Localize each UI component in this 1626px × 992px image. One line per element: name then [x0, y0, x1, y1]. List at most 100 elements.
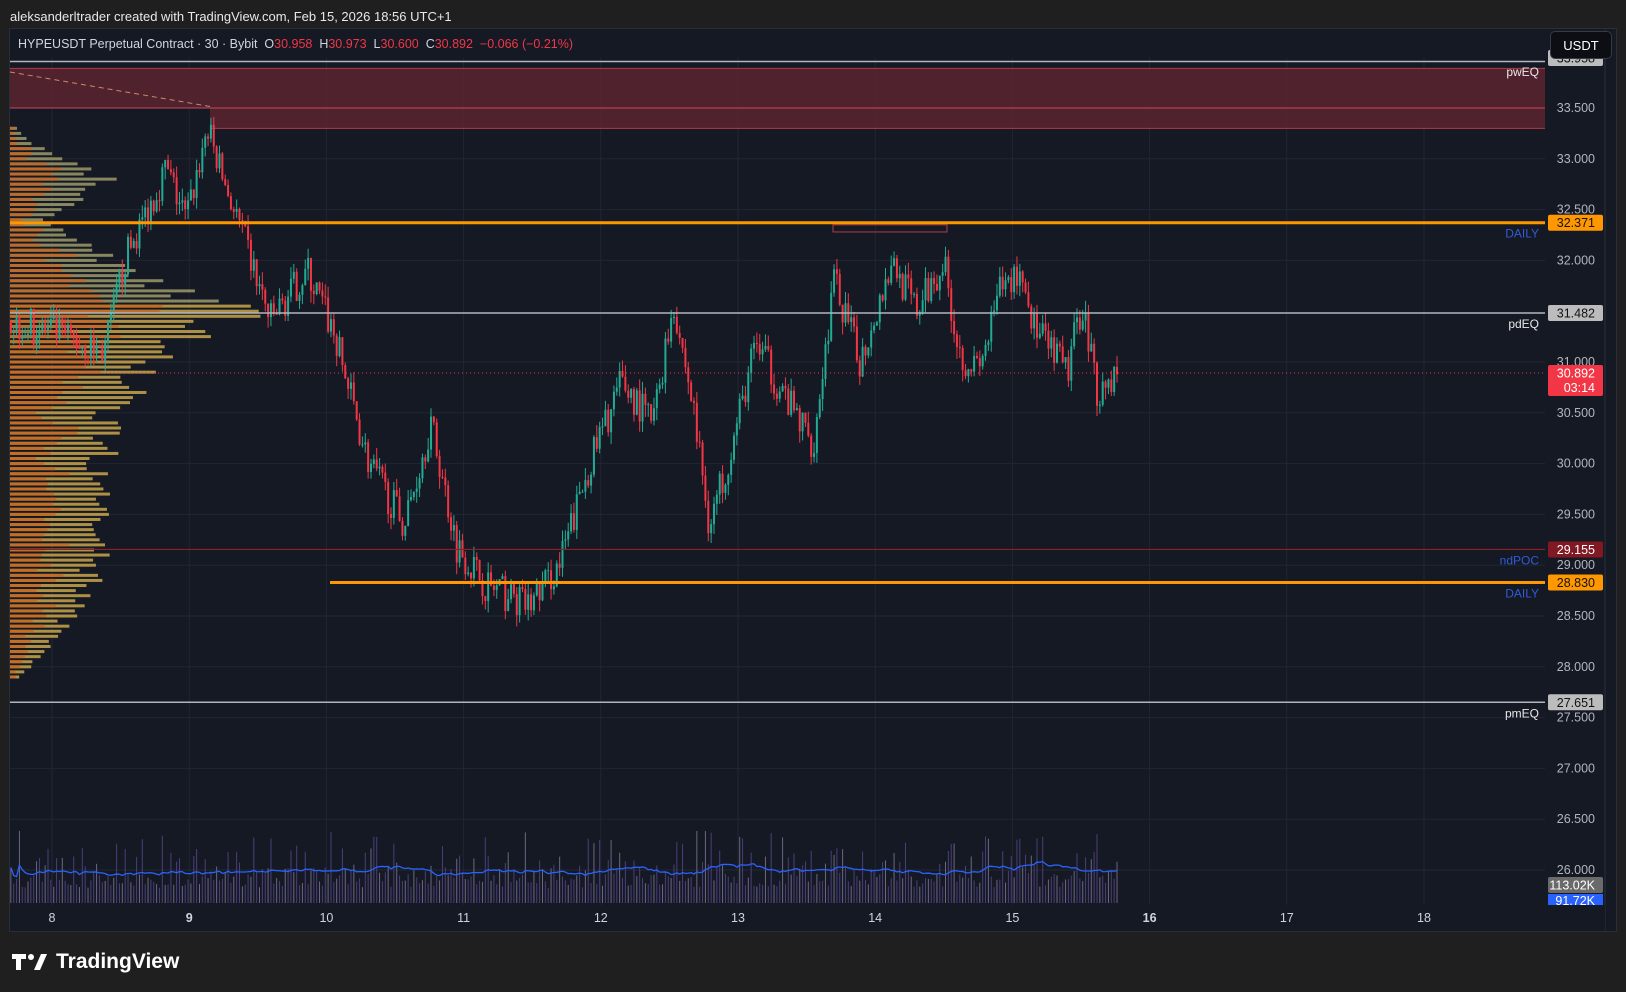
price-tick: 33.500: [1557, 101, 1595, 115]
candle: [955, 334, 958, 348]
candle: [915, 293, 918, 316]
candle: [887, 279, 890, 283]
price-tag-pdeq-text: 31.482: [1557, 307, 1595, 321]
volume-tag: [1548, 877, 1603, 893]
candle: [544, 570, 547, 582]
volume-profile-row-inner: [10, 238, 34, 242]
price-tick: 28.000: [1557, 660, 1595, 674]
candle: [135, 241, 138, 249]
candle: [913, 293, 916, 295]
candle: [938, 275, 941, 291]
price-tick: 26.000: [1557, 863, 1595, 877]
volume-profile-row: [10, 157, 63, 161]
volume-profile-row-inner: [10, 528, 48, 532]
volume-profile-row-inner: [10, 594, 44, 598]
candle: [267, 303, 270, 318]
candle: [570, 513, 573, 532]
price-tick: 27.000: [1557, 761, 1595, 775]
volume-profile-row: [10, 451, 119, 455]
volume-profile-row-inner: [10, 172, 53, 176]
candle: [329, 319, 332, 332]
volume-profile-row-inner: [10, 512, 56, 516]
candle: [421, 457, 424, 479]
candle: [664, 338, 667, 383]
candle: [721, 473, 724, 493]
low-value: 30.600: [380, 37, 419, 51]
candle: [272, 303, 275, 314]
candle: [758, 343, 761, 355]
candle: [898, 273, 901, 279]
candle: [324, 296, 327, 298]
volume-profile-row: [10, 665, 32, 669]
candle: [538, 582, 541, 601]
candle: [467, 572, 470, 575]
volume-profile-row-inner: [10, 538, 43, 542]
candle: [72, 332, 75, 337]
change-value: −0.066 (−0.21%): [479, 37, 574, 51]
candle: [630, 388, 633, 398]
candle: [607, 409, 610, 433]
candle: [527, 594, 530, 610]
candle: [712, 503, 715, 525]
candle: [710, 524, 713, 534]
price-tag-daily: [1548, 574, 1603, 591]
candle: [644, 393, 647, 405]
candle: [1027, 292, 1030, 307]
candle: [435, 422, 438, 457]
symbol-name[interactable]: HYPEUSDT Perpetual Contract · 30 · Bybit: [18, 37, 258, 51]
candle: [635, 390, 638, 415]
candle: [104, 343, 107, 361]
volume-profile-row: [10, 528, 94, 532]
volume-profile-row-inner: [10, 248, 60, 252]
candle: [335, 335, 338, 356]
candle: [95, 345, 98, 354]
candle: [318, 282, 321, 291]
volume-profile-row: [10, 568, 80, 572]
candle: [1098, 404, 1101, 406]
volume-profile-row-inner: [10, 274, 72, 278]
candle: [801, 412, 804, 432]
candle: [521, 587, 524, 590]
currency-button[interactable]: USDT: [1550, 31, 1612, 59]
candle: [26, 333, 29, 336]
volume-profile-row: [10, 578, 103, 582]
candle: [850, 317, 853, 322]
candle: [255, 259, 258, 287]
candle: [575, 494, 578, 530]
candle: [690, 382, 693, 401]
volume-profile-row-inner: [10, 604, 57, 608]
volume-profile-row: [10, 512, 109, 516]
candle: [452, 525, 455, 531]
high-label: H: [319, 37, 329, 51]
candle: [730, 459, 733, 475]
candle: [835, 269, 838, 274]
volume-profile-row-inner: [10, 502, 53, 506]
candle: [375, 459, 378, 469]
candle: [367, 442, 370, 473]
candle: [312, 290, 315, 295]
volume-profile-row: [10, 644, 51, 648]
level-label-pweq: pwEQ: [1506, 65, 1539, 79]
candle: [378, 466, 381, 469]
time-tick: 14: [868, 911, 882, 925]
volume-profile-row: [10, 655, 41, 659]
candle: [687, 367, 690, 383]
chart-pane[interactable]: [9, 28, 1617, 932]
candle: [172, 172, 175, 178]
volume-profile-row: [10, 492, 110, 496]
candle: [387, 481, 390, 514]
candle: [1096, 362, 1099, 406]
candle: [1101, 381, 1104, 405]
candle: [855, 326, 858, 361]
volume-profile-row-inner: [10, 629, 34, 633]
volume-profile-row-inner: [10, 609, 43, 613]
time-tick: 13: [731, 911, 745, 925]
close-value: 30.892: [434, 37, 473, 51]
volume-profile-row: [10, 269, 136, 273]
candle: [773, 384, 776, 394]
candle: [541, 581, 544, 601]
volume-profile-row-inner: [10, 380, 63, 384]
volume-profile-row-inner: [10, 446, 45, 450]
candle: [512, 584, 515, 594]
